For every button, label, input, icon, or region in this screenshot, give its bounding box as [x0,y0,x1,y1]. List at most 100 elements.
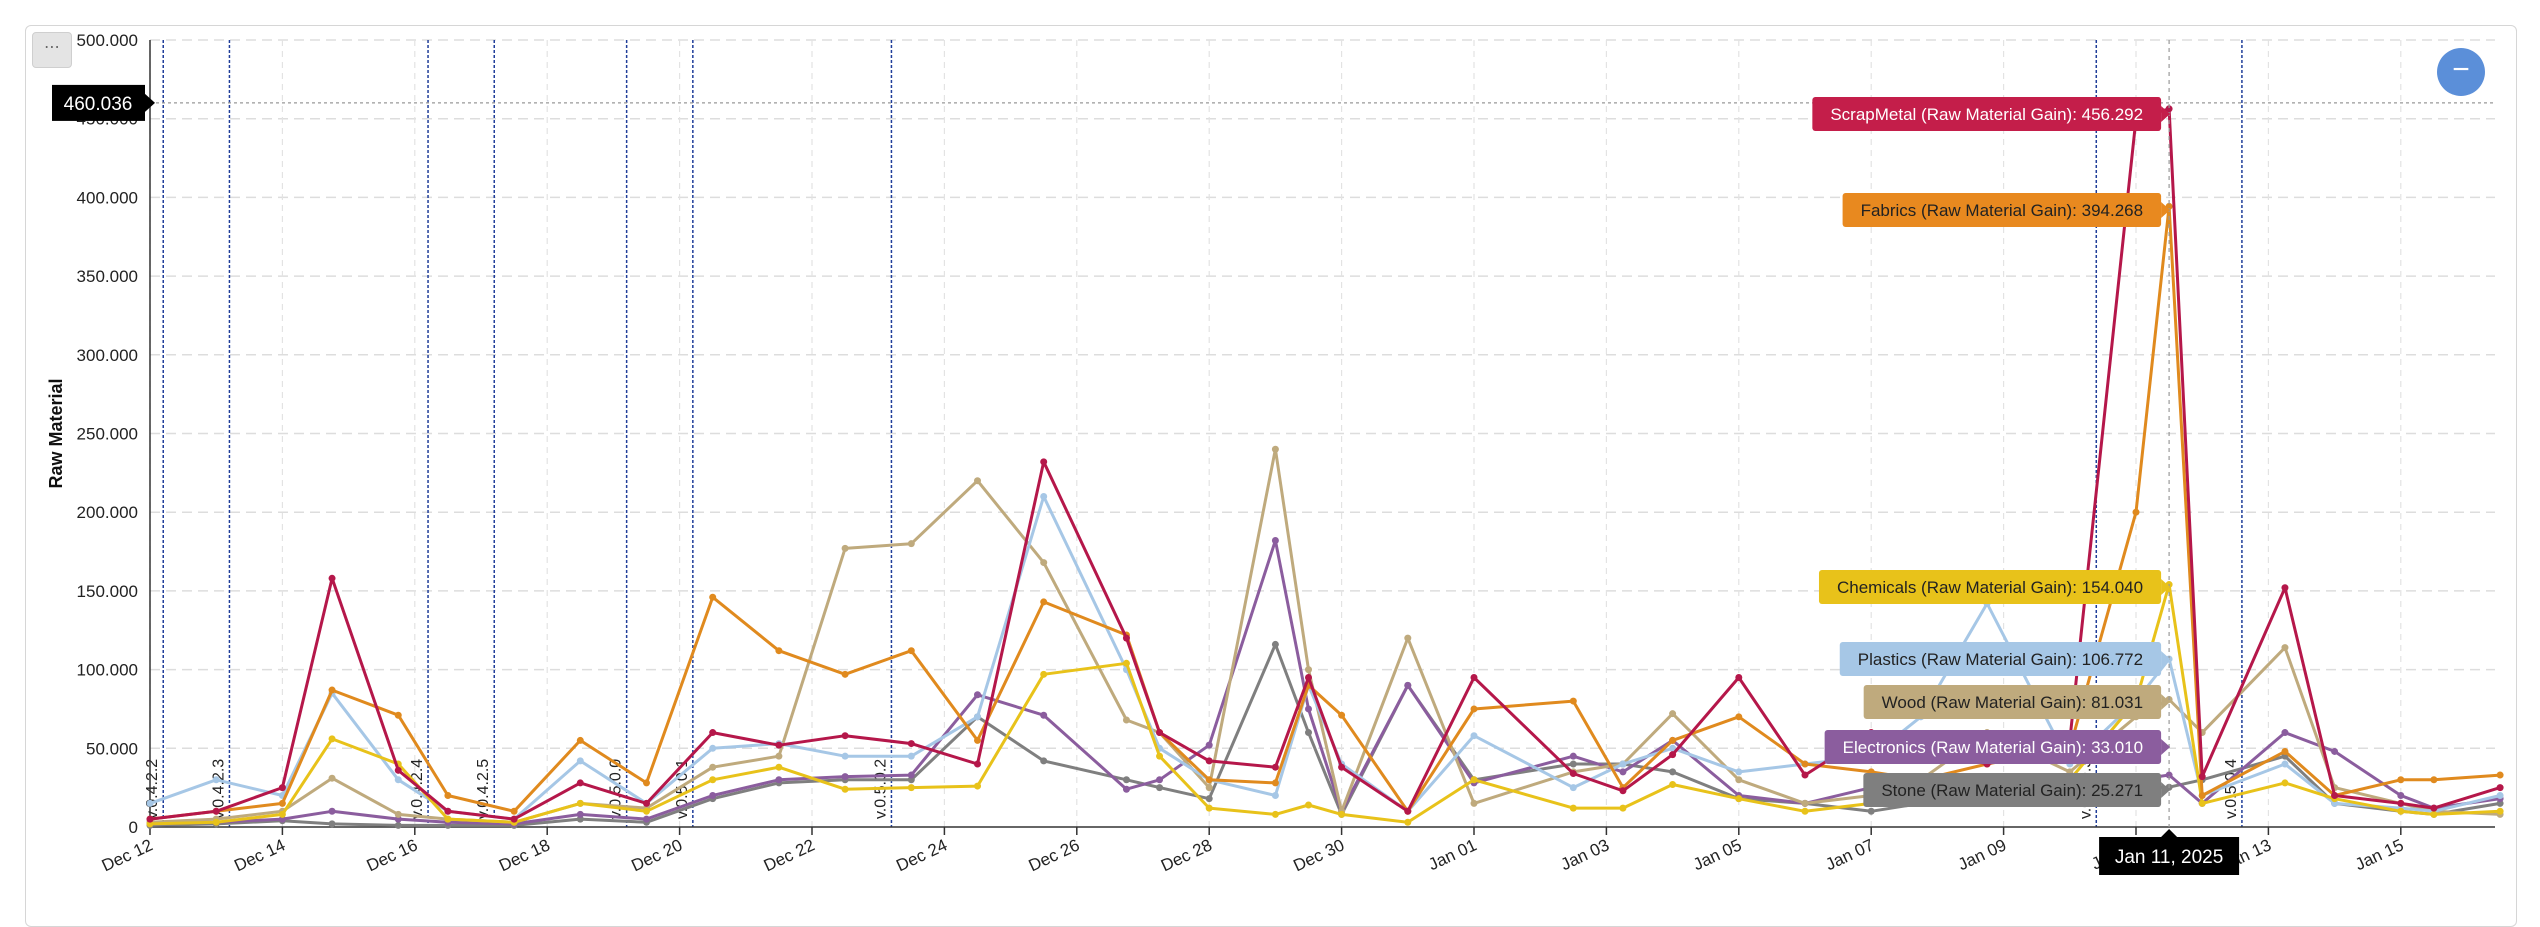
data-point[interactable] [328,807,336,815]
data-point[interactable] [1619,768,1627,776]
data-point[interactable] [1801,771,1809,779]
data-point[interactable] [907,740,915,748]
data-point[interactable] [1040,711,1048,719]
data-point[interactable] [328,574,336,582]
data-point[interactable] [2430,776,2438,784]
data-point[interactable] [1305,673,1312,681]
data-point[interactable] [328,735,336,743]
data-point[interactable] [2496,784,2504,792]
data-point[interactable] [278,799,286,807]
zoom-out-button[interactable]: − [2437,48,2485,96]
data-point[interactable] [1867,807,1875,815]
data-point[interactable] [1735,768,1743,776]
data-point[interactable] [2281,584,2289,592]
data-point[interactable] [775,741,783,749]
data-point[interactable] [2198,792,2206,800]
data-point[interactable] [1619,787,1627,795]
data-point[interactable] [2198,773,2206,781]
data-point[interactable] [394,776,402,784]
data-point[interactable] [576,757,584,765]
data-point[interactable] [1338,810,1346,818]
data-point[interactable] [1122,776,1130,784]
data-point[interactable] [1305,729,1312,737]
data-point[interactable] [974,760,981,768]
data-point[interactable] [1040,598,1048,606]
data-point[interactable] [1801,807,1809,815]
data-point[interactable] [212,776,220,784]
data-point[interactable] [1305,666,1312,674]
data-point[interactable] [1569,697,1577,705]
data-point[interactable] [2397,807,2405,815]
data-point[interactable] [576,779,584,787]
data-point[interactable] [643,779,650,787]
data-point[interactable] [2281,729,2289,737]
data-point[interactable] [2397,792,2405,800]
data-point[interactable] [1669,744,1677,752]
data-point[interactable] [974,736,981,744]
data-point[interactable] [394,810,402,818]
data-point[interactable] [278,784,286,792]
data-point[interactable] [1122,716,1130,724]
data-point[interactable] [1040,458,1048,466]
data-point[interactable] [2331,792,2339,800]
data-point[interactable] [444,815,452,823]
data-point[interactable] [643,807,650,815]
data-point[interactable] [1205,757,1213,765]
data-point[interactable] [775,776,783,784]
data-point[interactable] [1801,760,1809,768]
data-point[interactable] [1569,769,1577,777]
data-point[interactable] [1338,711,1346,719]
data-point[interactable] [1569,804,1577,812]
data-point[interactable] [841,773,849,781]
data-point[interactable] [2132,508,2140,516]
data-point[interactable] [1470,705,1478,713]
data-point[interactable] [510,815,518,823]
data-point[interactable] [1470,776,1478,784]
data-point[interactable] [1801,799,1809,807]
data-point[interactable] [1404,807,1412,815]
data-point[interactable] [1271,810,1279,818]
data-point[interactable] [212,807,220,815]
data-point[interactable] [1735,776,1743,784]
data-point[interactable] [1569,760,1577,768]
data-point[interactable] [1156,776,1164,784]
data-point[interactable] [1669,736,1677,744]
data-point[interactable] [576,799,584,807]
data-point[interactable] [709,729,717,737]
data-point[interactable] [394,821,402,829]
data-point[interactable] [1735,713,1743,721]
data-point[interactable] [2397,799,2405,807]
data-point[interactable] [709,744,717,752]
data-point[interactable] [841,544,849,552]
data-point[interactable] [1271,792,1279,800]
data-point[interactable] [444,792,452,800]
data-point[interactable] [2430,804,2438,812]
data-point[interactable] [1271,640,1279,648]
data-point[interactable] [1669,751,1677,759]
data-point[interactable] [2281,747,2289,755]
data-point[interactable] [1205,741,1213,749]
data-point[interactable] [146,815,154,823]
data-point[interactable] [974,782,981,790]
data-point[interactable] [328,820,336,828]
data-point[interactable] [1205,795,1213,803]
data-point[interactable] [709,792,717,800]
data-point[interactable] [1569,752,1577,760]
data-point[interactable] [1205,776,1213,784]
data-point[interactable] [974,477,981,485]
data-point[interactable] [907,784,915,792]
data-point[interactable] [1470,673,1478,681]
data-point[interactable] [643,799,650,807]
data-point[interactable] [1669,710,1677,718]
data-point[interactable] [709,593,717,601]
data-point[interactable] [2496,771,2504,779]
data-point[interactable] [212,818,220,826]
data-point[interactable] [1040,559,1048,567]
data-point[interactable] [643,815,650,823]
data-point[interactable] [394,766,402,774]
data-point[interactable] [2165,105,2173,113]
data-point[interactable] [1305,801,1312,809]
data-point[interactable] [2430,810,2438,818]
data-point[interactable] [1271,779,1279,787]
data-point[interactable] [1305,705,1312,713]
